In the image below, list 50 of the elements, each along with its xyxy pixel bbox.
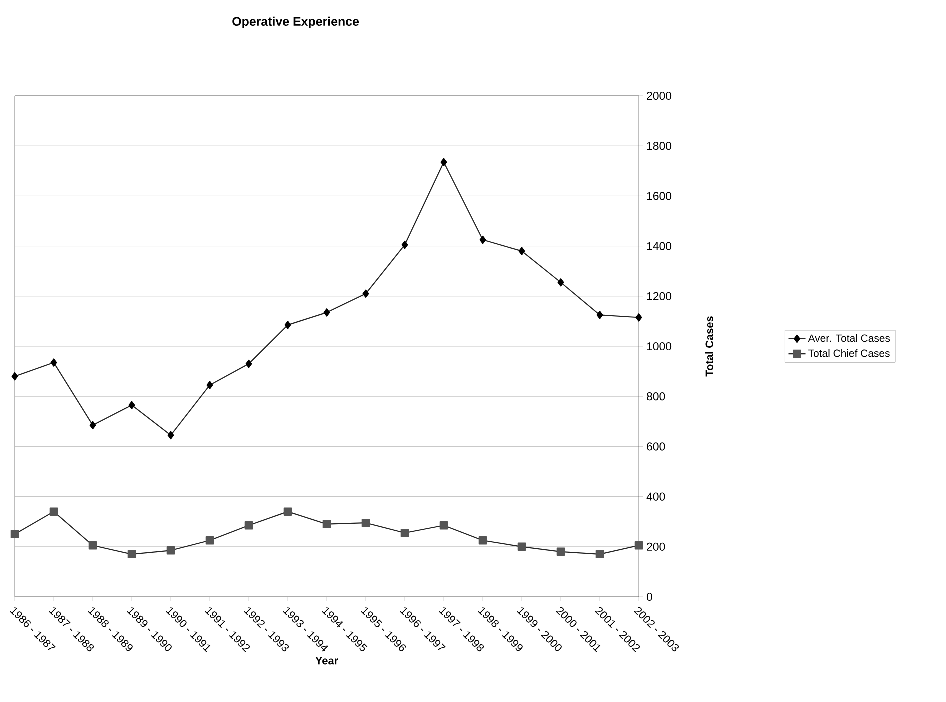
legend-label: Aver. Total Cases	[808, 334, 890, 342]
y-tick-label: 0	[646, 592, 652, 602]
point	[402, 240, 408, 250]
point	[206, 536, 214, 545]
point	[478, 536, 488, 545]
y-tick-label: 1400	[647, 242, 672, 250]
point	[518, 542, 526, 552]
point	[556, 548, 566, 556]
point	[50, 358, 58, 367]
point	[284, 508, 292, 516]
point	[322, 520, 332, 528]
legend-label: Total Chief Cases	[808, 349, 890, 358]
point	[636, 314, 642, 322]
y-tick-label: 1800	[647, 142, 672, 150]
point	[596, 311, 604, 320]
y-tick-label: 2000	[647, 92, 672, 100]
y-tick-label: 400	[646, 492, 666, 501]
point	[168, 431, 174, 440]
point	[440, 158, 448, 167]
y-tick-label: 800	[647, 392, 666, 401]
point	[480, 236, 486, 244]
point	[50, 508, 58, 516]
point	[518, 247, 526, 256]
point	[596, 550, 604, 559]
point	[10, 530, 20, 539]
point	[558, 278, 564, 287]
point	[128, 550, 136, 559]
x-axis-title: Year	[316, 657, 338, 665]
y-tick-label: 1000	[647, 342, 672, 351]
point	[88, 542, 98, 550]
point	[362, 290, 370, 298]
chart-title: Operative Experience	[232, 16, 360, 28]
point	[362, 518, 370, 528]
y-axis-title: Total Cases	[705, 316, 714, 377]
point	[166, 546, 176, 555]
point	[206, 381, 214, 390]
y-tick-label: 200	[647, 542, 666, 551]
point	[634, 542, 644, 550]
point	[440, 521, 448, 530]
point	[246, 360, 252, 368]
point	[284, 321, 292, 330]
point	[128, 401, 136, 410]
y-tick-label: 1200	[647, 292, 672, 300]
point	[244, 521, 254, 530]
point	[324, 308, 330, 317]
point	[90, 421, 96, 430]
y-tick-label: 1600	[647, 192, 672, 200]
y-tick-label: 600	[647, 442, 666, 451]
point	[12, 372, 18, 381]
point	[400, 528, 410, 538]
